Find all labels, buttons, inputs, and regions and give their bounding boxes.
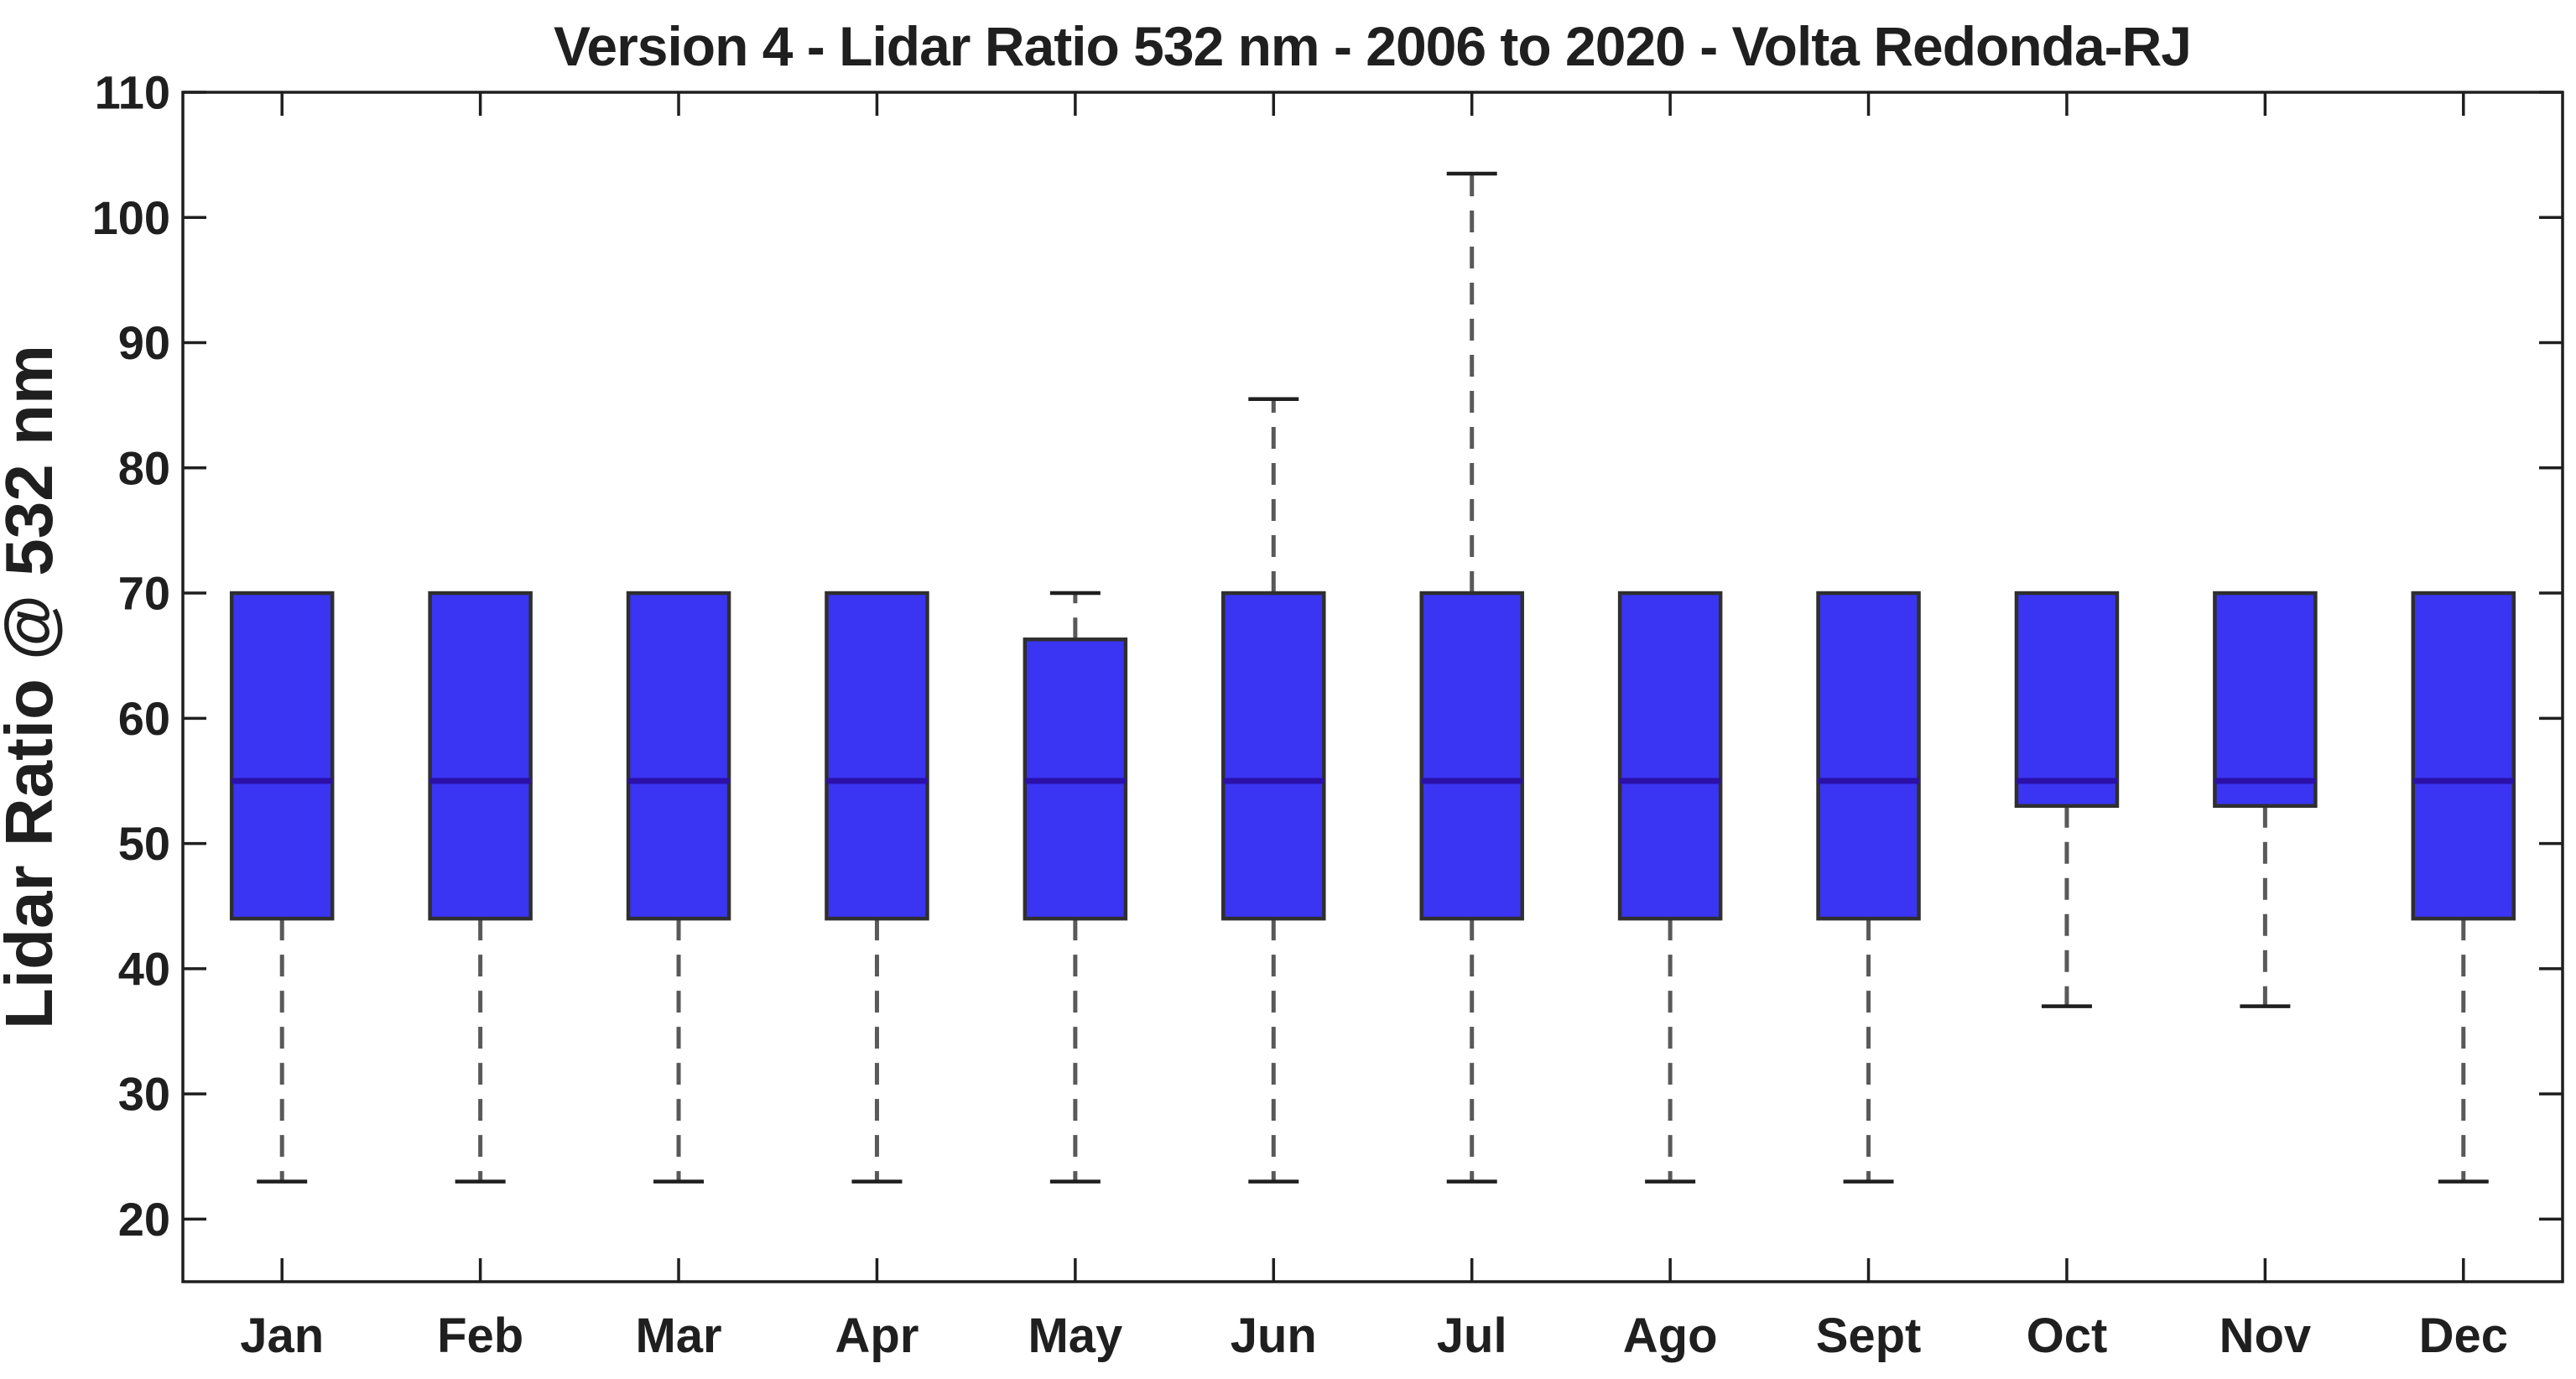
x-tick-label-oct: Oct	[2027, 1309, 2108, 1363]
iqr-box	[825, 591, 929, 921]
x-tick-label-ago: Ago	[1623, 1309, 1718, 1363]
x-tick-label-nov: Nov	[2220, 1309, 2312, 1363]
y-axis-label: Lidar Ratio @ 532 nm	[0, 345, 66, 1029]
iqr-box	[2411, 591, 2516, 921]
boxplot-sept	[1816, 591, 1921, 1184]
boxplot-jan	[229, 591, 335, 1184]
boxplot-ago	[1617, 591, 1723, 1184]
iqr-box	[2213, 591, 2318, 809]
boxplot-dec	[2411, 591, 2516, 1184]
x-tick-label-apr: Apr	[835, 1309, 919, 1363]
plot-area: 20 30 40 50 60 70 80 90 100 110 Jan Feb Mar Apr May Jun…	[92, 66, 2564, 1363]
boxplot-apr	[825, 591, 929, 1184]
boxplot-nov	[2213, 591, 2318, 1008]
x-tick-label-jan: Jan	[240, 1309, 324, 1363]
iqr-box	[2014, 591, 2120, 809]
chart-title: Version 4 - Lidar Ratio 532 nm - 2006 to…	[554, 15, 2191, 77]
x-tick-label-sept: Sept	[1816, 1309, 1922, 1363]
y-tick-label: 110	[95, 66, 170, 119]
iqr-box	[428, 591, 533, 921]
axes-frame	[181, 91, 2564, 1283]
boxplot-oct	[2014, 591, 2120, 1008]
x-tick-label-jun: Jun	[1231, 1309, 1317, 1363]
y-tick-label: 90	[118, 316, 170, 369]
boxplot-mar	[626, 591, 731, 1184]
y-tick-label: 70	[118, 567, 170, 620]
iqr-box	[1816, 591, 1921, 921]
y-tick-label: 60	[118, 692, 170, 745]
y-tick-label: 40	[118, 942, 170, 995]
x-tick-label-mar: Mar	[635, 1309, 721, 1363]
y-tick-label: 80	[118, 441, 170, 494]
y-tick-label: 30	[118, 1068, 170, 1121]
iqr-box	[1221, 591, 1326, 921]
x-tick-label-jul: Jul	[1437, 1309, 1507, 1363]
x-tick-label-feb: Feb	[437, 1309, 523, 1363]
x-tick-label-may: May	[1028, 1309, 1122, 1363]
boxplot-may	[1023, 591, 1128, 1184]
y-tick-label: 50	[118, 817, 170, 870]
iqr-box	[229, 591, 335, 921]
iqr-box	[626, 591, 731, 921]
boxplot-feb	[428, 591, 533, 1184]
y-tick-label: 100	[92, 191, 170, 244]
iqr-box	[1419, 591, 1524, 921]
x-tick-label-dec: Dec	[2419, 1309, 2508, 1363]
y-tick-label: 20	[118, 1193, 170, 1246]
boxplot-jul	[1419, 171, 1524, 1184]
iqr-box	[1617, 591, 1723, 921]
boxplot-jun	[1221, 397, 1326, 1184]
